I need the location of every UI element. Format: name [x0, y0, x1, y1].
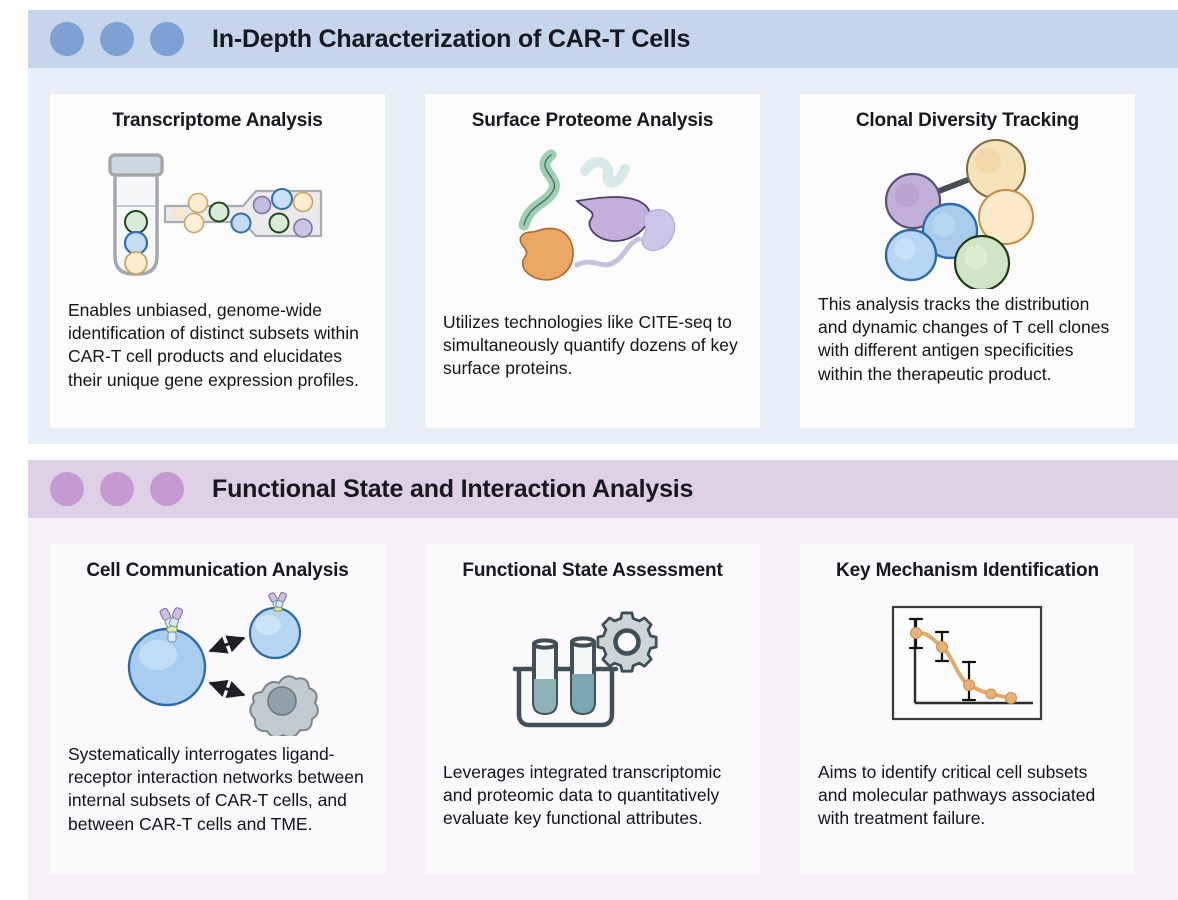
header-dots-group: [50, 22, 184, 56]
header-dot-icon: [50, 22, 84, 56]
card-surface-proteome-analysis[interactable]: Surface Proteome Analysis: [425, 94, 760, 428]
card-clonal-diversity-tracking[interactable]: Clonal Diversity Tracking: [800, 94, 1135, 428]
card-description: Aims to identify critical cell subsets a…: [818, 761, 1096, 829]
clone-network-figure: [800, 138, 1135, 289]
card-description: Leverages integrated transcriptomic and …: [443, 761, 722, 829]
card-title: Functional State Assessment: [462, 560, 723, 581]
card-title: Cell Communication Analysis: [86, 560, 349, 581]
header-dot-icon: [150, 22, 184, 56]
test-tube-cells-figure: [50, 139, 385, 289]
section-transcriptome: In-Depth Characterization of CAR-T Cells…: [28, 10, 1178, 444]
card-description: This analysis tracks the distribution an…: [818, 293, 1110, 384]
card-cell-communication-analysis[interactable]: Cell Communication Analysis: [50, 544, 385, 874]
section-title: Functional State and Interaction Analysi…: [212, 474, 694, 503]
section-header-functional: Functional State and Interaction Analysi…: [28, 460, 1178, 518]
decline-curve-chart-figure: [800, 589, 1135, 739]
mechanism-line-chart: [891, 605, 1043, 720]
card-key-mechanism-identification[interactable]: Key Mechanism Identification: [800, 544, 1135, 874]
card-row-functional: Cell Communication Analysis: [28, 518, 1178, 874]
test-tubes-gear-figure: [425, 589, 760, 739]
header-dot-icon: [150, 472, 184, 506]
card-title: Key Mechanism Identification: [836, 560, 1099, 581]
header-dot-icon: [50, 472, 84, 506]
card-row-transcriptome: Transcriptome Analysis: [28, 68, 1178, 428]
card-description: Utilizes technologies like CITE-seq to s…: [443, 311, 738, 379]
card-title: Surface Proteome Analysis: [471, 110, 714, 131]
cell-interaction-figure: [50, 589, 385, 739]
card-title: Transcriptome Analysis: [112, 110, 323, 131]
card-transcriptome-analysis[interactable]: Transcriptome Analysis: [50, 94, 385, 428]
card-description: Enables unbiased, genome-wide identifica…: [68, 299, 359, 390]
section-title: In-Depth Characterization of CAR-T Cells: [212, 24, 691, 53]
section-header-transcriptome: In-Depth Characterization of CAR-T Cells: [28, 10, 1178, 68]
card-functional-state-assessment[interactable]: Functional State Assessment: [425, 544, 760, 874]
header-dot-icon: [100, 22, 134, 56]
card-title: Clonal Diversity Tracking: [855, 110, 1080, 131]
section-functional: Functional State and Interaction Analysi…: [28, 460, 1178, 900]
header-dots-group: [50, 472, 184, 506]
header-dot-icon: [100, 472, 134, 506]
card-description: Systematically interrogates ligand-recep…: [68, 743, 364, 834]
protein-shapes-figure: [425, 139, 760, 289]
